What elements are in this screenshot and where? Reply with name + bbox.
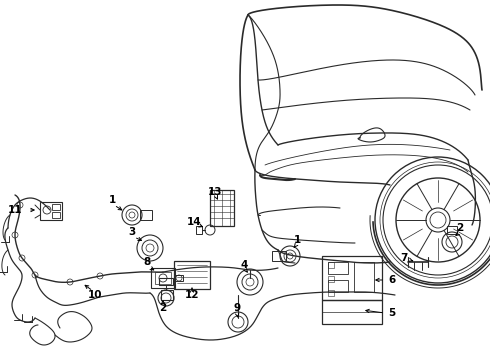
Bar [140, 210, 152, 220]
Bar [322, 300, 382, 324]
Bar [161, 290, 173, 300]
Text: 9: 9 [233, 303, 241, 313]
Bar [155, 272, 171, 284]
Bar [354, 262, 374, 292]
Text: 14: 14 [187, 217, 201, 227]
Text: 1: 1 [294, 235, 301, 245]
Text: 1: 1 [108, 195, 116, 205]
Text: 12: 12 [185, 290, 199, 300]
Text: 6: 6 [388, 275, 395, 285]
Text: 5: 5 [388, 308, 395, 318]
Bar [272, 251, 286, 261]
Bar [210, 190, 234, 226]
Text: 2: 2 [159, 303, 167, 313]
Text: 4: 4 [240, 260, 247, 270]
Bar [52, 204, 60, 210]
Text: 2: 2 [456, 223, 464, 233]
Bar [174, 261, 210, 289]
Bar [159, 278, 173, 285]
Bar [196, 226, 202, 234]
Text: 10: 10 [88, 290, 102, 300]
Bar [328, 262, 348, 274]
Bar [328, 262, 334, 268]
Bar [328, 280, 348, 292]
Text: 8: 8 [144, 257, 150, 267]
Text: 3: 3 [128, 227, 136, 237]
Bar [328, 290, 334, 296]
Text: 7: 7 [401, 253, 408, 263]
Text: 11: 11 [7, 205, 22, 215]
Text: 13: 13 [208, 187, 222, 197]
Bar [175, 275, 183, 281]
Bar [52, 212, 60, 218]
Bar [151, 268, 175, 288]
Bar [447, 226, 457, 234]
Bar [328, 276, 334, 282]
Bar [322, 256, 382, 300]
Bar [40, 202, 62, 220]
